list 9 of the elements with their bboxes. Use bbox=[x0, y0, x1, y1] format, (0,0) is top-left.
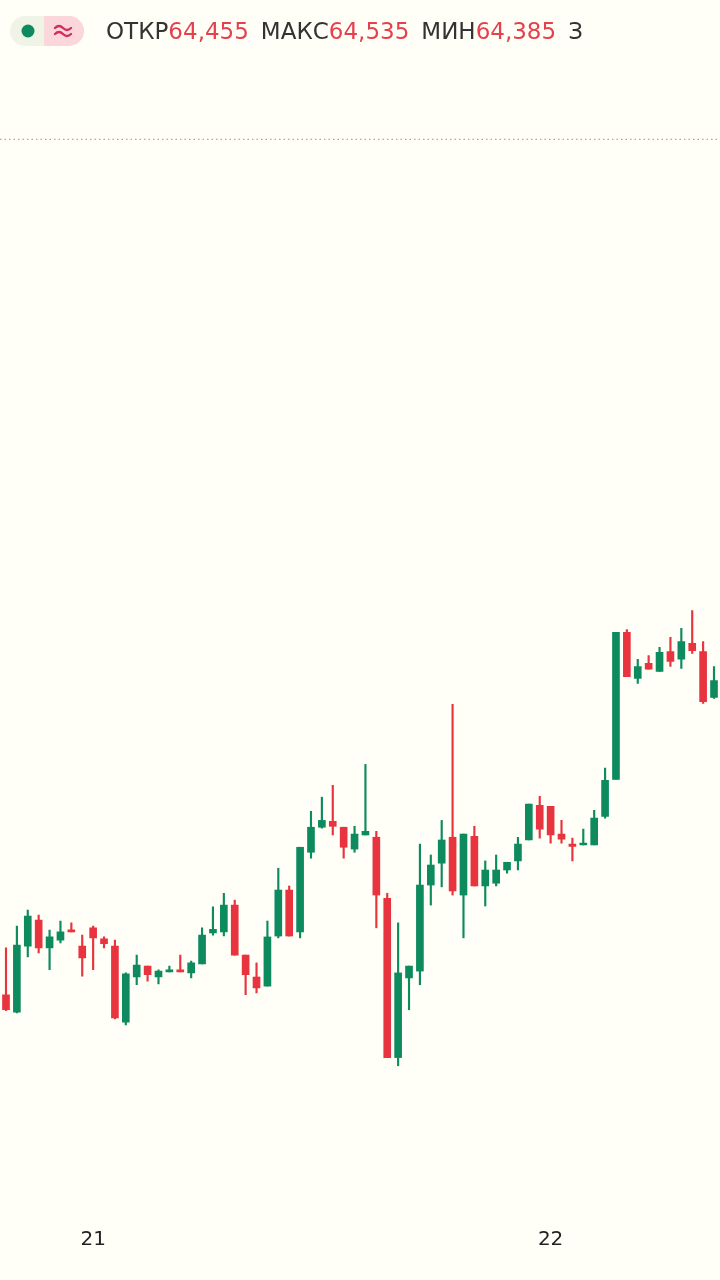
x-tick-label: 22 bbox=[537, 1226, 564, 1251]
text: З bbox=[568, 18, 583, 44]
text: 64,455 bbox=[168, 18, 249, 44]
text: 64,385 bbox=[475, 18, 557, 44]
text: ОТКР bbox=[106, 18, 169, 44]
x-tick-label: 21 bbox=[80, 1226, 106, 1251]
text: МИН bbox=[421, 18, 476, 44]
text: МАКС bbox=[260, 18, 329, 44]
text: 64,535 bbox=[328, 18, 410, 44]
